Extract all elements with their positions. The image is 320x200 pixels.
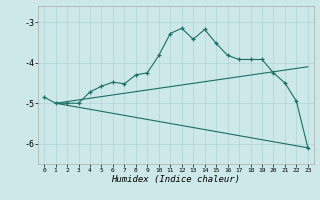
X-axis label: Humidex (Indice chaleur): Humidex (Indice chaleur) xyxy=(111,175,241,184)
